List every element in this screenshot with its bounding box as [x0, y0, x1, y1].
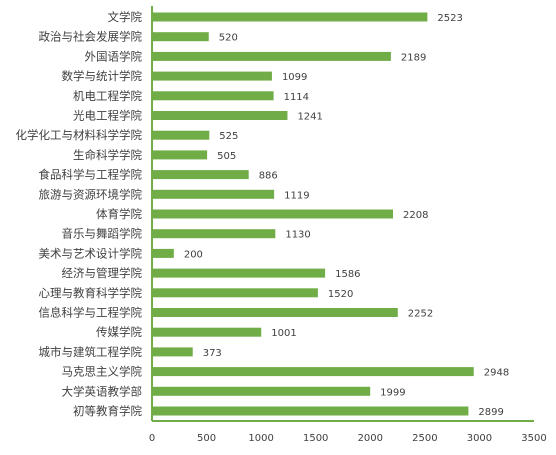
data-label: 1586 — [335, 269, 360, 280]
x-tick-label: 0 — [149, 433, 155, 444]
data-label: 1001 — [271, 328, 296, 339]
bar — [152, 248, 174, 258]
category-label: 数学与统计学院 — [62, 69, 143, 83]
axes-layer: 0 500 1000 1500 2000 2500 3000 3500 — [149, 6, 547, 444]
data-label: 520 — [219, 33, 238, 44]
category-label: 旅游与资源环境学院 — [39, 187, 143, 201]
bar — [152, 308, 398, 317]
x-tick-label: 1000 — [248, 433, 273, 444]
bar — [152, 111, 288, 120]
category-label: 生命科学学院 — [73, 148, 142, 162]
category-label: 外国语学院 — [85, 49, 143, 63]
bar — [152, 71, 272, 81]
data-labels-layer: 2523 520 2189 1099 1114 1241 525 505 886 1119 2208… — [184, 13, 509, 418]
data-label: 525 — [219, 131, 238, 142]
data-label: 2523 — [437, 13, 462, 24]
category-label: 信息科学与工程学院 — [39, 306, 143, 320]
bar — [152, 367, 474, 377]
x-tick-label: 2500 — [412, 433, 437, 444]
category-label: 传媒学院 — [96, 325, 142, 339]
category-label: 机电工程学院 — [73, 89, 142, 103]
category-label: 化学化工与材料科学学院 — [16, 128, 143, 142]
data-label: 1999 — [380, 387, 405, 398]
x-tick-label: 3000 — [467, 433, 492, 444]
data-label: 1114 — [284, 92, 309, 103]
category-label: 初等教育学院 — [73, 404, 142, 418]
bar — [152, 170, 249, 180]
category-label: 心理与教育科学学院 — [39, 286, 143, 300]
bar — [152, 32, 209, 42]
category-label: 文学院 — [108, 10, 143, 24]
data-label: 886 — [259, 171, 278, 182]
bar — [152, 189, 275, 199]
bar — [152, 229, 276, 239]
data-label: 2252 — [408, 309, 433, 320]
data-label: 373 — [203, 348, 222, 359]
category-label: 政治与社会发展学院 — [39, 30, 143, 44]
category-label: 城市与建筑工程学院 — [39, 345, 143, 359]
data-label: 2189 — [401, 52, 426, 63]
bar — [152, 347, 193, 357]
bar — [152, 288, 318, 298]
category-label: 美术与艺术设计学院 — [39, 246, 143, 260]
data-label: 505 — [217, 151, 236, 162]
x-tick-label: 2000 — [358, 433, 383, 444]
bar — [152, 150, 208, 160]
data-label: 200 — [184, 249, 203, 260]
bar — [152, 209, 393, 219]
category-label: 体育学院 — [96, 207, 142, 221]
bar — [152, 91, 274, 101]
bar — [152, 51, 391, 61]
bar — [152, 268, 326, 278]
bar — [152, 12, 428, 22]
bars-layer — [152, 12, 474, 416]
category-label: 经济与管理学院 — [62, 266, 143, 280]
category-label: 马克思主义学院 — [62, 365, 143, 379]
data-label: 2208 — [403, 210, 428, 221]
bar — [152, 406, 469, 416]
data-label: 2948 — [484, 368, 509, 379]
category-label: 音乐与舞蹈学院 — [62, 227, 143, 241]
category-labels-layer: 文学院政治与社会发展学院外国语学院数学与统计学院机电工程学院光电工程学院化学化工… — [16, 10, 143, 418]
data-label: 1119 — [284, 190, 309, 201]
category-label: 食品科学与工程学院 — [39, 168, 143, 182]
x-tick-label: 500 — [197, 433, 216, 444]
bar — [152, 386, 371, 396]
x-tick-label: 3500 — [521, 433, 546, 444]
data-label: 1241 — [297, 112, 322, 123]
data-label: 1130 — [285, 230, 310, 241]
category-label: 光电工程学院 — [73, 109, 142, 123]
data-label: 2899 — [478, 407, 503, 418]
data-label: 1099 — [282, 72, 307, 83]
x-tick-label: 1500 — [303, 433, 328, 444]
category-label: 大学英语教学部 — [62, 384, 143, 398]
bar — [152, 327, 262, 337]
data-label: 1520 — [328, 289, 353, 300]
bar — [152, 130, 210, 140]
